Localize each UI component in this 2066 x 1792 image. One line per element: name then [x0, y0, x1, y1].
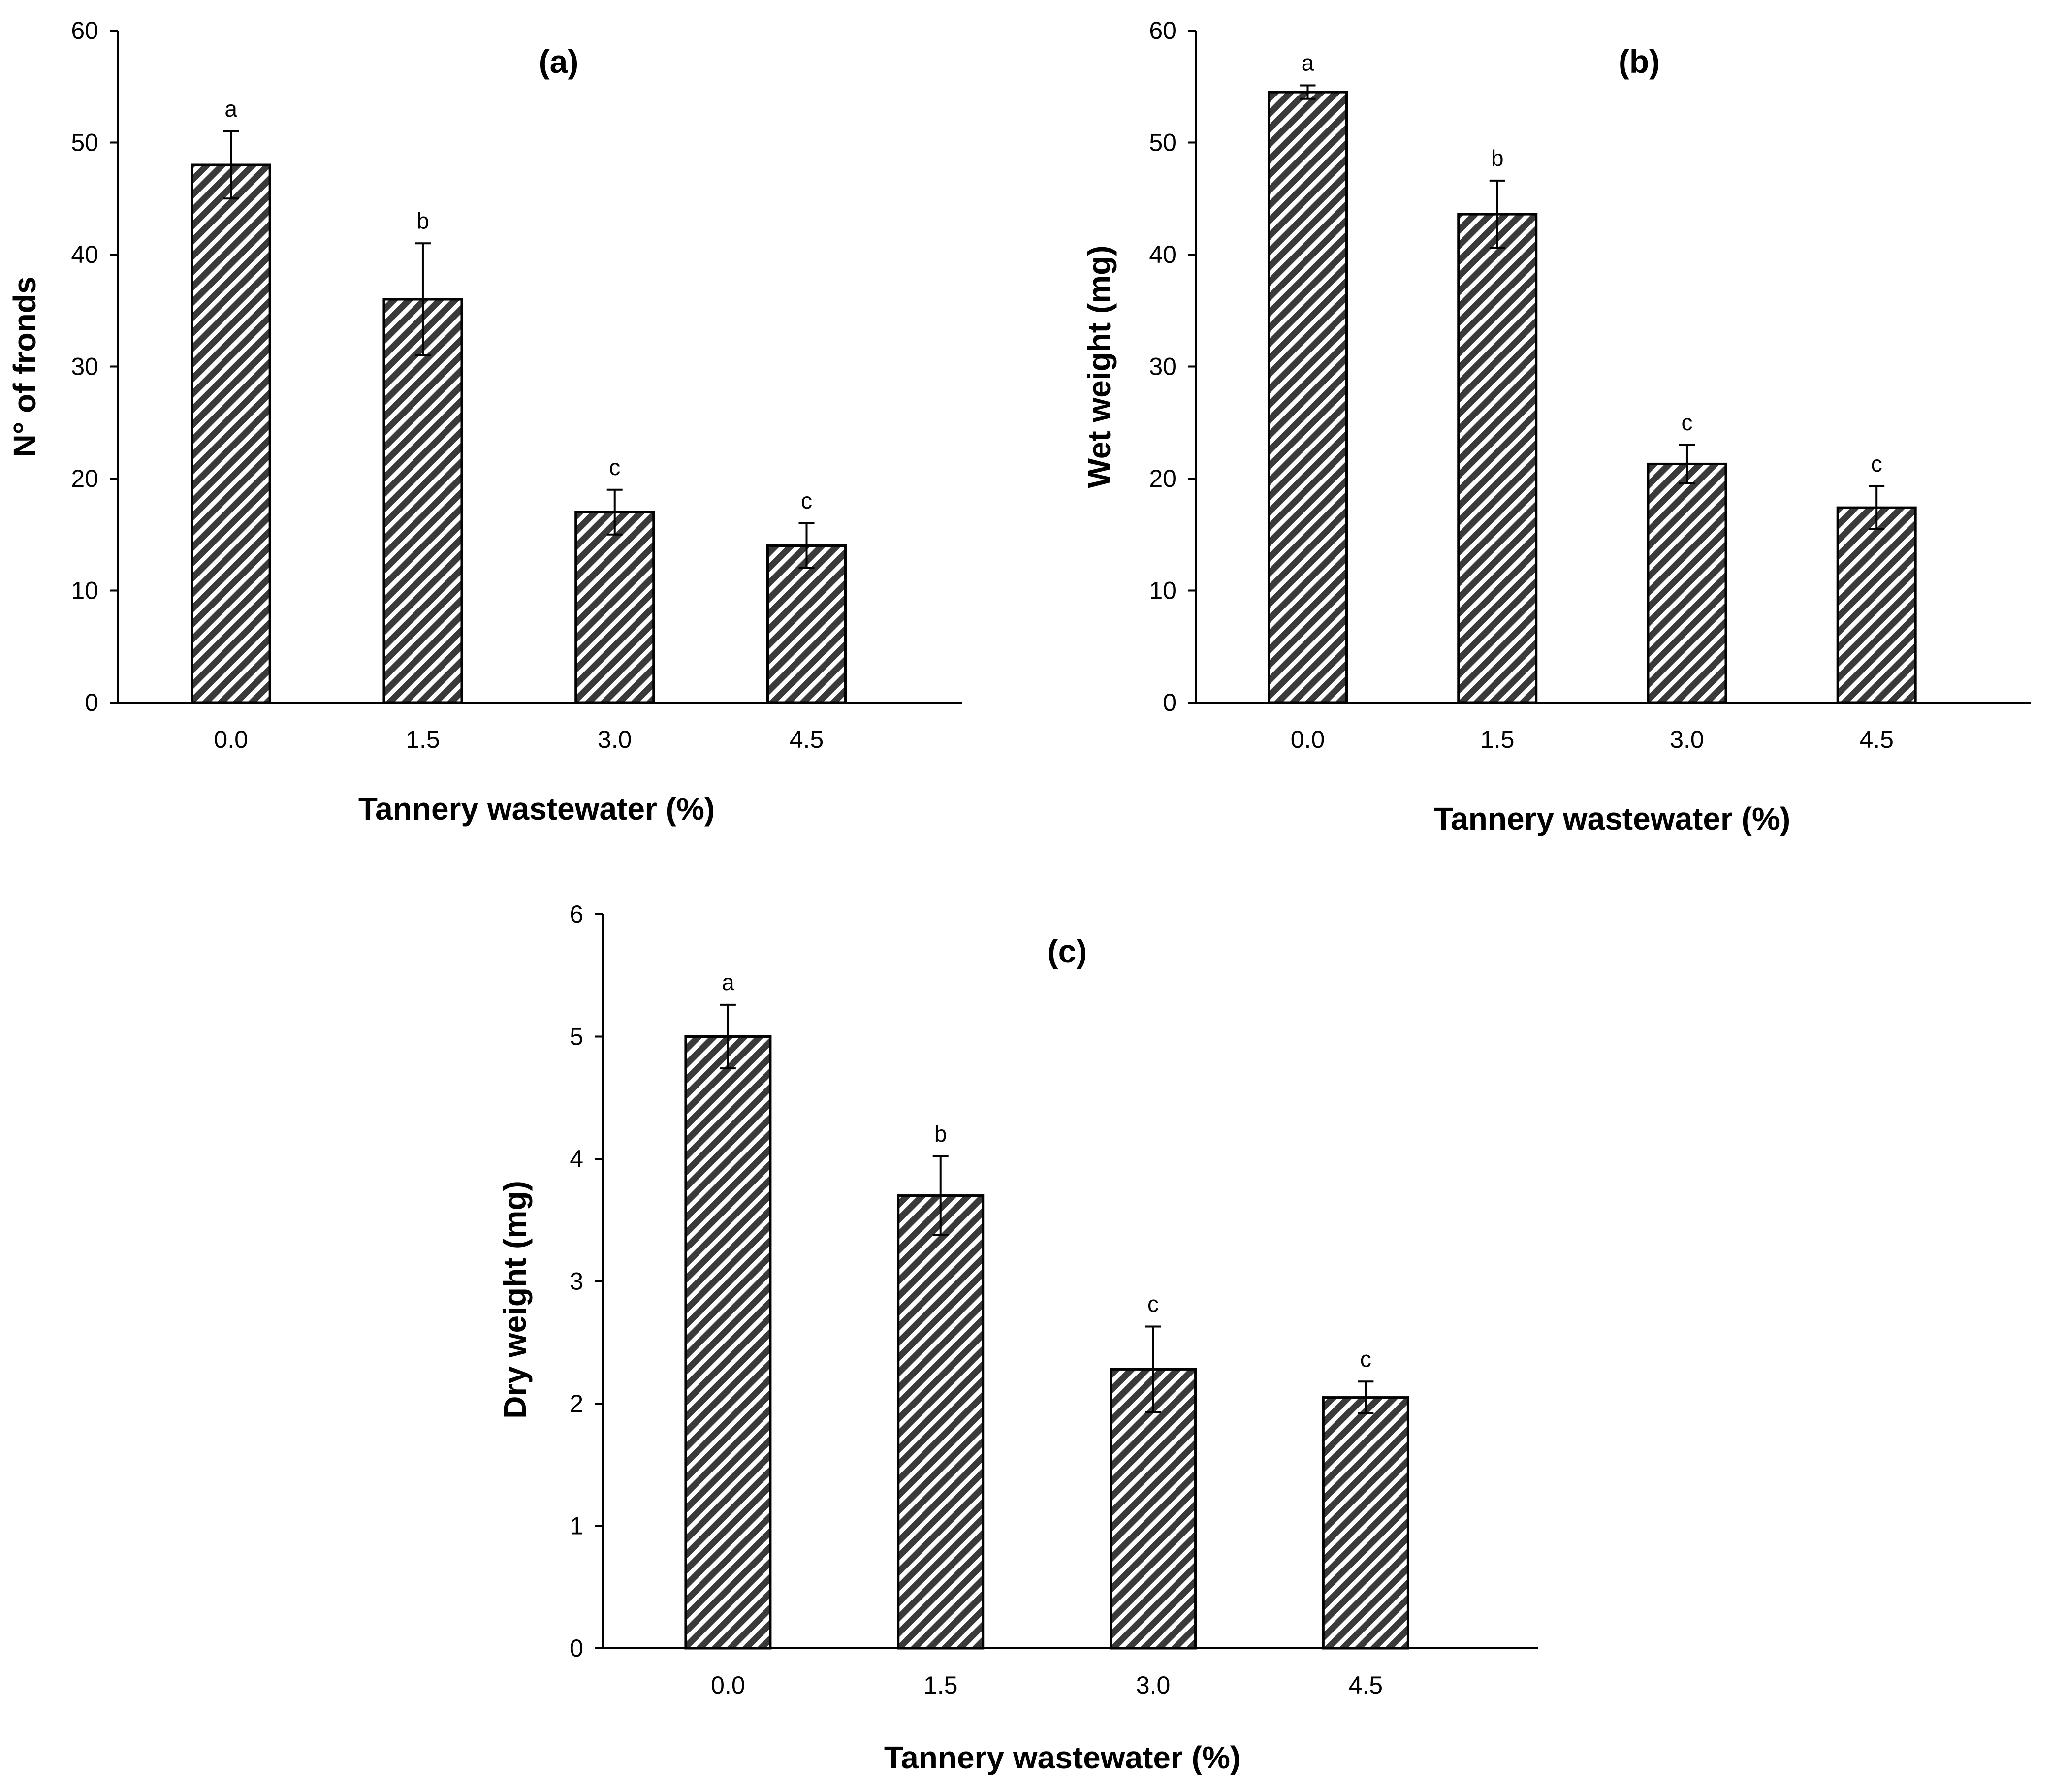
y-tick-label: 10 [1149, 577, 1176, 605]
y-tick-label: 2 [570, 1390, 583, 1417]
x-tick-label: 3.0 [598, 726, 632, 753]
y-tick-label: 40 [1149, 241, 1176, 268]
x-tick-label: 4.5 [1349, 1671, 1383, 1699]
y-tick-label: 0 [570, 1634, 583, 1662]
y-tick-label: 50 [71, 129, 98, 157]
bar [1268, 91, 1348, 704]
y-tick-label: 50 [1149, 129, 1176, 157]
significance-letter: c [1147, 1291, 1159, 1316]
y-tick-label: 10 [71, 577, 98, 605]
y-tick-label: 30 [71, 353, 98, 381]
y-axis-label: Wet weight (mg) [1081, 246, 1117, 488]
bar [766, 544, 847, 704]
significance-letter: c [1360, 1346, 1371, 1372]
significance-letter: c [801, 488, 812, 513]
bar [1836, 506, 1917, 704]
y-tick-label: 0 [85, 689, 98, 716]
x-axis-label: Tannery wastewater (%) [1434, 801, 1790, 836]
x-tick-label: 1.5 [923, 1671, 958, 1699]
panel-label: (b) [1619, 43, 1660, 80]
y-tick-label: 0 [1163, 689, 1176, 716]
y-tick-label: 20 [71, 465, 98, 492]
y-tick-label: 60 [1149, 17, 1176, 44]
x-tick-label: 3.0 [1670, 726, 1704, 753]
y-tick-label: 4 [570, 1145, 583, 1173]
y-axis-label: N° of fronds [7, 277, 42, 457]
significance-letter: a [722, 969, 734, 995]
significance-letter: c [609, 454, 620, 480]
y-tick-label: 20 [1149, 465, 1176, 492]
bar [382, 298, 463, 704]
chart-panel-c: 0 1 2 3 4 5 6 a 0.0 b 1.5 c 3.0 c 4.5 (c) Tannery wastew… [497, 900, 1538, 1775]
bar [897, 1194, 985, 1650]
x-tick-label: 1.5 [406, 726, 440, 753]
y-tick-label: 60 [71, 17, 98, 44]
y-axis-label: Dry weight (mg) [497, 1181, 533, 1419]
y-tick-label: 5 [570, 1023, 583, 1051]
significance-letter: b [1491, 145, 1504, 171]
y-tick-label: 6 [570, 900, 583, 928]
bar [191, 163, 271, 704]
y-tick-label: 40 [71, 241, 98, 268]
bar [1457, 213, 1538, 704]
bar [1110, 1368, 1197, 1650]
bar [1647, 462, 1727, 704]
x-tick-label: 3.0 [1136, 1671, 1171, 1699]
significance-letter: a [1302, 50, 1314, 75]
y-tick-label: 30 [1149, 353, 1176, 381]
significance-letter: c [1871, 451, 1882, 477]
bar [574, 511, 655, 704]
x-tick-label: 0.0 [1291, 726, 1325, 753]
significance-letter: b [416, 208, 429, 233]
x-tick-label: 0.0 [711, 1671, 745, 1699]
chart-panel-a: 0 10 20 30 40 50 60 a 0.0 b 1.5 c 3.0 c 4.5 (a) Tannery … [7, 17, 962, 827]
significance-letter: a [224, 96, 237, 122]
x-tick-label: 1.5 [1480, 726, 1515, 753]
y-tick-label: 3 [570, 1268, 583, 1295]
x-tick-label: 4.5 [790, 726, 824, 753]
panel-label: (a) [539, 43, 579, 80]
y-tick-label: 1 [570, 1512, 583, 1540]
bar [684, 1035, 772, 1650]
bar [1322, 1396, 1409, 1650]
significance-letter: b [934, 1121, 947, 1147]
x-tick-label: 4.5 [1859, 726, 1894, 753]
panel-label: (c) [1048, 933, 1087, 969]
chart-panel-b: 0 10 20 30 40 50 60 a 0.0 b 1.5 c 3.0 c 4.5 (b) Tannery … [1081, 17, 2031, 836]
x-axis-label: Tannery wastewater (%) [358, 791, 715, 827]
x-tick-label: 0.0 [214, 726, 248, 753]
x-axis-label: Tannery wastewater (%) [884, 1740, 1240, 1775]
significance-letter: c [1681, 410, 1692, 435]
